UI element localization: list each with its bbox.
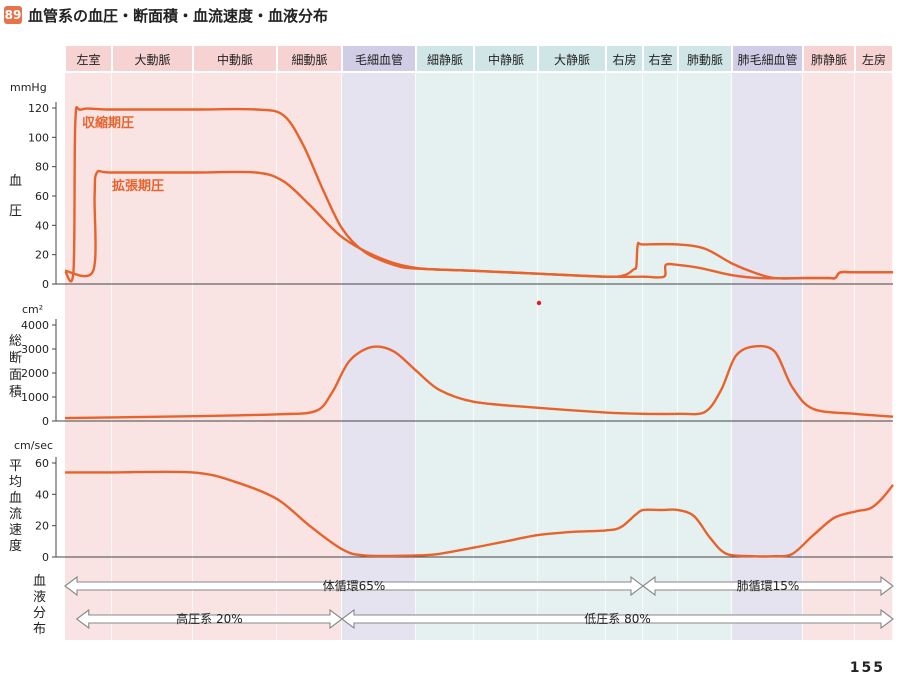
segment-header-cell	[607, 46, 642, 71]
axis-title-char: 面	[9, 368, 22, 383]
axis-title-char: 度	[9, 538, 22, 554]
segment-column	[803, 73, 855, 640]
low-pressure-system-label: 低圧系 80%	[584, 612, 651, 626]
segment-header-cell	[343, 46, 415, 71]
segment-label: 右房	[612, 52, 636, 67]
y-tick-label: 0	[42, 278, 49, 291]
axis-title-char: 速	[9, 523, 22, 538]
segment-column	[193, 73, 277, 640]
segment-header-cell	[417, 46, 473, 71]
y-tick-label: 3000	[21, 343, 49, 356]
figure-header: 89 血管系の血圧・断面積・血流速度・血液分布	[4, 3, 328, 27]
segment-column	[416, 73, 474, 640]
segment-header-cell	[679, 46, 731, 71]
mean-flow-velocity-curve	[65, 470, 894, 558]
blood-distribution: 血液分布 体循環65% 肺循環15% 高圧系 20% 低圧系 80%	[33, 574, 894, 637]
axes-layer: 020406080100120mmHg血圧01000200030004000cm…	[9, 81, 893, 564]
segment-label: 左室	[76, 52, 100, 67]
y-tick-label: 80	[35, 161, 49, 174]
y-tick-label: 0	[42, 551, 49, 564]
segment-column	[643, 73, 678, 640]
y-tick-label: 40	[35, 488, 49, 501]
segment-label: 左房	[862, 52, 886, 67]
axis-title-char: 分	[33, 606, 46, 621]
y-tick-label: 60	[35, 190, 49, 203]
segment-label: 中静脈	[488, 52, 524, 67]
segment-label: 右室	[648, 52, 672, 67]
blood-pressure-curve	[64, 169, 893, 280]
page-number: 155	[849, 660, 885, 676]
figure-title: 血管系の血圧・断面積・血流速度・血液分布	[28, 6, 329, 25]
y-tick-label: 4000	[21, 319, 49, 332]
y-tick-label: 1000	[21, 391, 49, 404]
segment-header-row: 左室 大動脈 中動脈 細動脈 毛細血管 細静脈 中静脈 大静脈 右房 右室 肺動脈 肺毛細血管 肺静脈 左…	[66, 46, 892, 71]
y-tick-label: 60	[35, 457, 49, 470]
segment-backgrounds	[65, 46, 894, 640]
y-tick-label: 20	[35, 520, 49, 533]
segment-column	[474, 73, 538, 640]
segment-column	[678, 73, 732, 640]
high-pressure-system-label: 高圧系 20%	[176, 611, 243, 626]
segment-column	[855, 73, 893, 640]
segment-header-cell	[475, 46, 537, 71]
axis-title-char: 断	[9, 351, 22, 366]
segment-header-cell	[804, 46, 854, 71]
y-unit-label: cm²	[22, 303, 43, 316]
segment-header-cell	[733, 46, 802, 71]
y-tick-label: 40	[35, 219, 49, 232]
y-tick-label: 120	[28, 102, 49, 115]
segment-label: 毛細血管	[355, 52, 403, 67]
y-tick-label: 2000	[21, 367, 49, 380]
segment-header-cell	[539, 46, 605, 71]
segment-column	[538, 73, 606, 640]
pulmonary-circulation-label: 肺循環15%	[737, 579, 800, 593]
low-pressure-system-arrow	[341, 608, 894, 630]
segment-label: 肺毛細血管	[737, 52, 797, 67]
segment-header-cell	[66, 46, 111, 71]
segment-label: 中動脈	[217, 52, 253, 67]
segment-label: 肺動脈	[687, 53, 723, 67]
axis-title-char: 総	[9, 334, 22, 349]
segment-column	[65, 73, 112, 640]
axis-title-char: 血	[9, 491, 22, 506]
axis-title-char: 均	[9, 475, 22, 490]
axis-title-char: 液	[33, 590, 46, 605]
segment-label: 肺静脈	[811, 53, 847, 67]
pulmonary-circulation-arrow	[642, 575, 894, 597]
axis-title-char: 平	[9, 459, 22, 474]
axis-title-char: 血	[9, 174, 22, 189]
segment-label: 細静脈	[427, 53, 463, 67]
segment-label: 大動脈	[134, 53, 170, 67]
total-cross-section-curve	[64, 344, 894, 420]
segment-header-cell	[278, 46, 341, 71]
segment-header-cell	[194, 46, 276, 71]
systolic-annotation: 収縮期圧	[82, 115, 134, 131]
segment-label: 細動脈	[291, 53, 327, 67]
y-unit-label: cm/sec	[14, 439, 53, 452]
segment-header-cell	[856, 46, 892, 71]
segment-column	[277, 73, 342, 640]
segment-header-cell	[644, 46, 677, 71]
figure-number-badge: 89	[4, 6, 22, 24]
segment-column	[732, 73, 803, 640]
y-tick-label: 100	[28, 131, 49, 144]
axis-title-char: 圧	[9, 204, 22, 219]
segment-header-cell	[113, 46, 192, 71]
axis-title-char: 布	[33, 622, 46, 637]
marker-dot	[536, 300, 542, 306]
y-tick-label: 20	[35, 249, 49, 262]
segment-column	[606, 73, 643, 640]
axis-title-char: 積	[9, 385, 22, 400]
y-unit-label: mmHg	[10, 81, 47, 94]
systemic-circulation-label: 体循環65%	[323, 579, 386, 593]
curves-layer	[63, 106, 894, 558]
y-tick-label: 0	[42, 415, 49, 428]
axis-title-char: 血	[33, 574, 46, 589]
segment-column	[112, 73, 193, 640]
segment-label: 大静脈	[554, 53, 590, 67]
axis-title-char: 流	[9, 507, 22, 522]
diastolic-annotation: 拡張期圧	[112, 178, 164, 194]
